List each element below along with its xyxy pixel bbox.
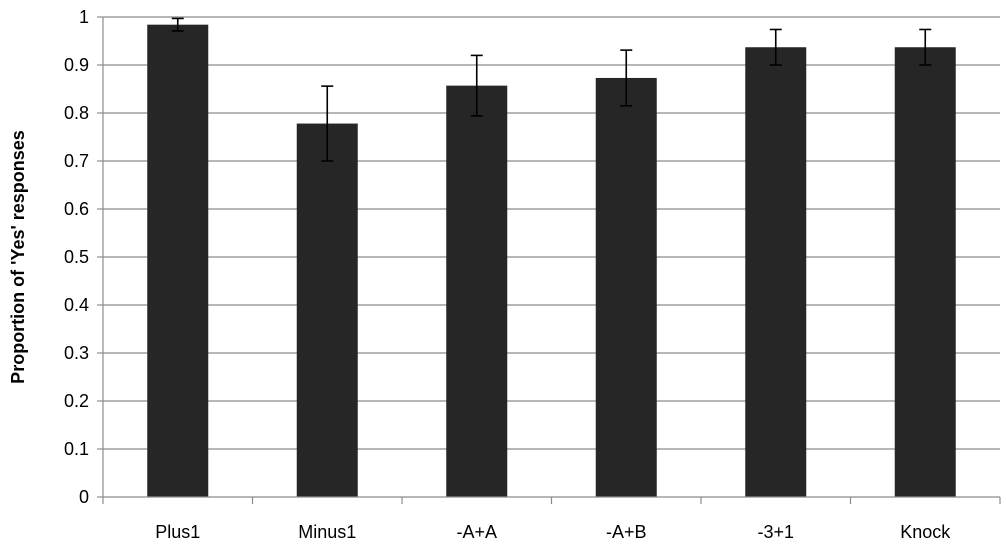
y-tick-label: 0.6: [64, 199, 89, 219]
y-tick-label: 0.9: [64, 55, 89, 75]
x-tick-label: -A+B: [606, 522, 647, 542]
y-tick-label: 0.8: [64, 103, 89, 123]
error-bar: [620, 49, 633, 107]
y-tick-label: 0.5: [64, 247, 89, 267]
y-axis-title: Proportion of 'Yes' responses: [8, 130, 28, 384]
error-bar: [171, 17, 184, 32]
gridlines: [97, 16, 1001, 504]
y-tick-label: 0.3: [64, 343, 89, 363]
y-tick-label: 1: [79, 7, 89, 27]
bar-minus1: [296, 123, 358, 497]
bar--3-1: [745, 47, 807, 498]
y-tick-labels: 0 0.1 0.2 0.3 0.4 0.5 0.6 0.7 0.8 0.9 1: [64, 7, 89, 507]
error-bar: [769, 28, 782, 66]
axes: [102, 17, 1000, 498]
bar--a-b: [595, 77, 657, 498]
y-tick-label: 0.1: [64, 439, 89, 459]
y-tick-label: 0.4: [64, 295, 89, 315]
x-tick-label: -A+A: [456, 522, 497, 542]
y-tick-label: 0.2: [64, 391, 89, 411]
error-bar: [470, 54, 483, 117]
bar-knock: [894, 47, 956, 498]
x-tick-label: Plus1: [155, 522, 200, 542]
error-bars: [171, 17, 932, 162]
x-tick-label: Knock: [900, 522, 951, 542]
error-bar: [919, 28, 932, 66]
bars: [147, 24, 956, 498]
x-tick-label: -3+1: [757, 522, 794, 542]
y-tick-label: 0: [79, 487, 89, 507]
x-tick-labels: Plus1 Minus1 -A+A -A+B -3+1 Knock: [155, 522, 951, 542]
y-tick-label: 0.7: [64, 151, 89, 171]
bar--a-a: [446, 85, 508, 497]
bar-plus1: [147, 24, 209, 498]
error-bar: [321, 85, 334, 162]
x-tick-label: Minus1: [298, 522, 356, 542]
